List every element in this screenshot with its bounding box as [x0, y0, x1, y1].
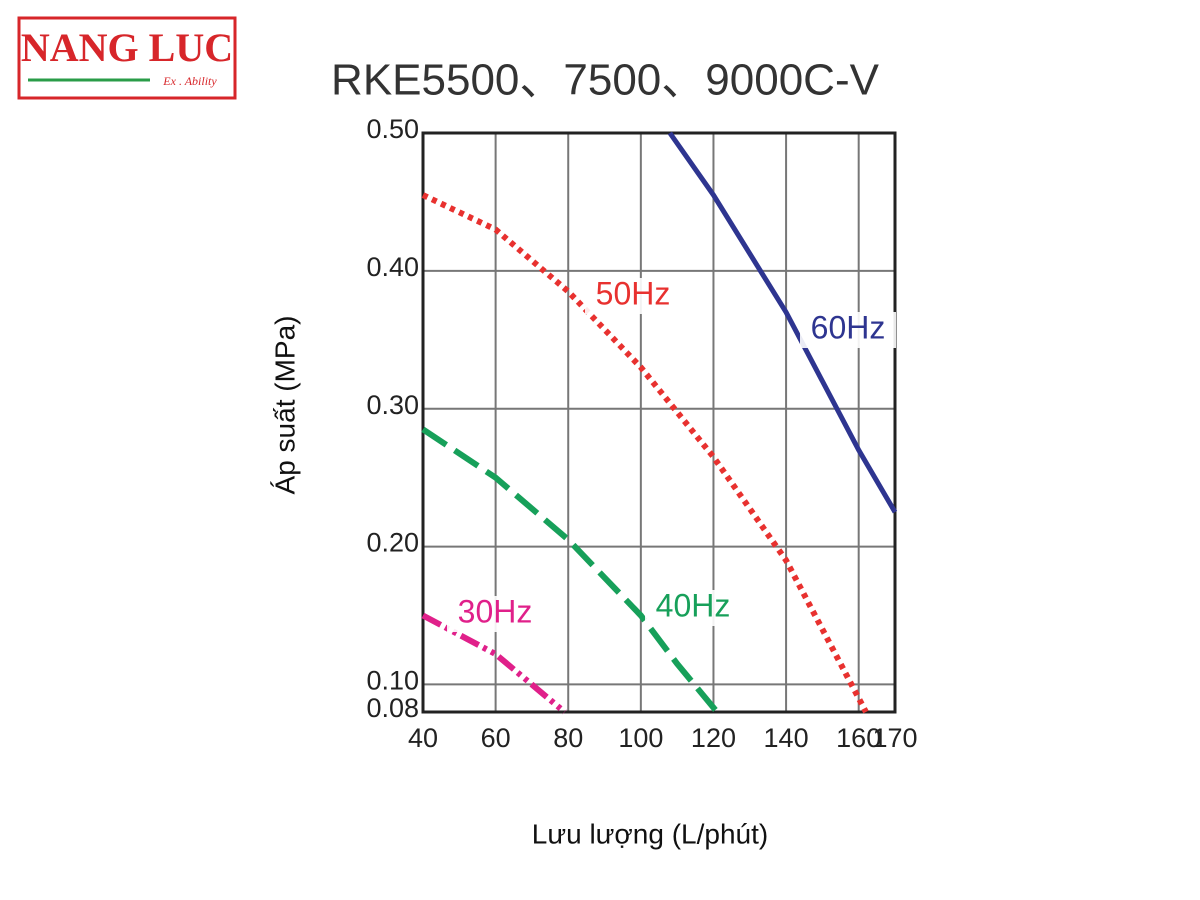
series-label: 60Hz — [811, 309, 886, 345]
y-tick-label: 0.30 — [366, 390, 419, 420]
series-label: 30Hz — [458, 593, 533, 629]
series-label: 50Hz — [596, 275, 671, 311]
x-axis-label: Lưu lượng (L/phút) — [532, 818, 768, 849]
logo-frame — [17, 16, 237, 100]
y-axis-label: Áp suất (MPa) — [269, 316, 300, 495]
y-tick-label: 0.50 — [366, 114, 419, 144]
series-label-bg — [585, 278, 681, 314]
x-tick-label: 100 — [618, 723, 663, 753]
x-tick-label: 40 — [408, 723, 438, 753]
series-label-bg — [645, 590, 741, 626]
y-tick-label: 0.40 — [366, 252, 419, 282]
series-label: 40Hz — [656, 587, 731, 623]
x-tick-label: 140 — [764, 723, 809, 753]
logo-name: NANG LUC — [21, 25, 233, 70]
x-tick-label: 160 — [836, 723, 881, 753]
series-label-bg — [447, 596, 543, 632]
series-line — [421, 192, 869, 714]
x-tick-label: 60 — [481, 723, 511, 753]
y-tick-label: 0.20 — [366, 528, 419, 558]
series-label-bg — [800, 312, 896, 348]
x-tick-label: 80 — [553, 723, 583, 753]
logo-tagline: Ex . Ability — [162, 74, 217, 88]
y-tick-label: 0.08 — [366, 693, 419, 723]
chart-title: RKE5500、7500、9000C-V — [331, 56, 880, 105]
x-tick-label: 170 — [872, 723, 917, 753]
plot-frame — [421, 131, 897, 714]
y-tick-label: 0.10 — [366, 666, 419, 696]
series-line — [421, 426, 720, 714]
x-tick-label: 120 — [691, 723, 736, 753]
